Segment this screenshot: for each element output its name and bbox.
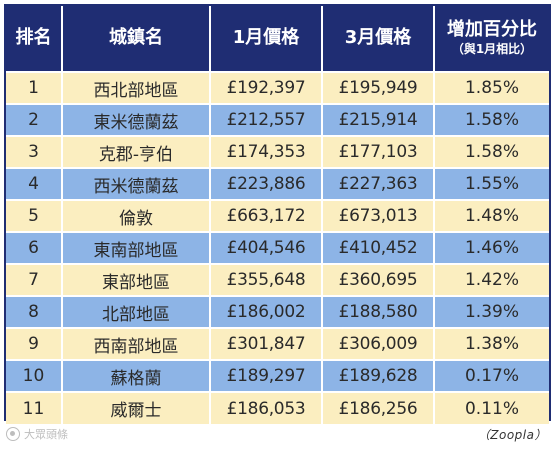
cell-jan-price: £189,297 bbox=[210, 359, 323, 392]
cell-jan-price: £404,546 bbox=[210, 231, 323, 264]
cell-mar-price: £673,013 bbox=[322, 199, 435, 232]
cell-increase: 1.58% bbox=[434, 135, 549, 168]
table-row: 10 蘇格蘭 £189,297 £189,628 0.17% bbox=[6, 359, 549, 392]
cell-mar-price: £410,452 bbox=[322, 231, 435, 264]
cell-region: 東米德蘭茲 bbox=[62, 103, 211, 136]
cell-jan-price: £186,002 bbox=[210, 295, 323, 328]
header-mar-price: 3月價格 bbox=[322, 6, 435, 72]
cell-rank: 5 bbox=[6, 199, 63, 232]
table-header-row: 排名 城鎮名 1月價格 3月價格 增加百分比 （與1月相比） bbox=[6, 6, 549, 72]
cell-mar-price: £360,695 bbox=[322, 263, 435, 296]
table-row: 7 東部地區 £355,648 £360,695 1.42% bbox=[6, 263, 549, 296]
table-row: 1 西北部地區 £192,397 £195,949 1.85% bbox=[6, 71, 549, 104]
cell-increase: 0.17% bbox=[434, 359, 549, 392]
cell-jan-price: £212,557 bbox=[210, 103, 323, 136]
cell-rank: 7 bbox=[6, 263, 63, 296]
cell-increase: 1.55% bbox=[434, 167, 549, 200]
cell-increase: 1.85% bbox=[434, 71, 549, 104]
watermark-logo-icon bbox=[6, 427, 20, 441]
cell-rank: 3 bbox=[6, 135, 63, 168]
header-jan-price: 1月價格 bbox=[210, 6, 323, 72]
cell-rank: 10 bbox=[6, 359, 63, 392]
cell-mar-price: £188,580 bbox=[322, 295, 435, 328]
cell-rank: 1 bbox=[6, 71, 63, 104]
header-increase-sublabel: （與1月相比） bbox=[451, 42, 533, 57]
cell-region: 西米德蘭茲 bbox=[62, 167, 211, 200]
cell-mar-price: £177,103 bbox=[322, 135, 435, 168]
table-row: 2 東米德蘭茲 £212,557 £215,914 1.58% bbox=[6, 103, 549, 136]
cell-jan-price: £223,886 bbox=[210, 167, 323, 200]
cell-region: 東部地區 bbox=[62, 263, 211, 296]
watermark-text: 大眾頭條 bbox=[24, 428, 68, 441]
cell-rank: 8 bbox=[6, 295, 63, 328]
table-row: 9 西南部地區 £301,847 £306,009 1.38% bbox=[6, 327, 549, 360]
cell-increase: 1.42% bbox=[434, 263, 549, 296]
cell-mar-price: £186,256 bbox=[322, 391, 435, 424]
table-row: 11 威爾士 £186,053 £186,256 0.11% bbox=[6, 391, 549, 424]
cell-jan-price: £663,172 bbox=[210, 199, 323, 232]
cell-mar-price: £195,949 bbox=[322, 71, 435, 104]
table-row: 4 西米德蘭茲 £223,886 £227,363 1.55% bbox=[6, 167, 549, 200]
cell-mar-price: £306,009 bbox=[322, 327, 435, 360]
watermark: 大眾頭條 bbox=[6, 426, 68, 442]
cell-jan-price: £192,397 bbox=[210, 71, 323, 104]
cell-mar-price: £215,914 bbox=[322, 103, 435, 136]
cell-mar-price: £189,628 bbox=[322, 359, 435, 392]
header-region: 城鎮名 bbox=[62, 6, 211, 72]
cell-rank: 6 bbox=[6, 231, 63, 264]
header-rank: 排名 bbox=[6, 6, 63, 72]
table-row: 8 北部地區 £186,002 £188,580 1.39% bbox=[6, 295, 549, 328]
cell-jan-price: £301,847 bbox=[210, 327, 323, 360]
cell-region: 西南部地區 bbox=[62, 327, 211, 360]
table-row: 3 克郡-亨伯 £174,353 £177,103 1.58% bbox=[6, 135, 549, 168]
source-credit: （Zoopla） bbox=[477, 428, 547, 442]
cell-increase: 1.48% bbox=[434, 199, 549, 232]
cell-rank: 9 bbox=[6, 327, 63, 360]
cell-rank: 4 bbox=[6, 167, 63, 200]
cell-region: 威爾士 bbox=[62, 391, 211, 424]
cell-rank: 2 bbox=[6, 103, 63, 136]
cell-region: 北部地區 bbox=[62, 295, 211, 328]
cell-jan-price: £174,353 bbox=[210, 135, 323, 168]
cell-rank: 11 bbox=[6, 391, 63, 424]
price-increase-table: 排名 城鎮名 1月價格 3月價格 增加百分比 （與1月相比） 1 西北部地區 £… bbox=[6, 6, 549, 424]
cell-increase: 1.58% bbox=[434, 103, 549, 136]
cell-region: 倫敦 bbox=[62, 199, 211, 232]
cell-jan-price: £186,053 bbox=[210, 391, 323, 424]
cell-jan-price: £355,648 bbox=[210, 263, 323, 296]
cell-region: 東南部地區 bbox=[62, 231, 211, 264]
cell-region: 西北部地區 bbox=[62, 71, 211, 104]
cell-increase: 1.46% bbox=[434, 231, 549, 264]
header-increase: 增加百分比 （與1月相比） bbox=[434, 6, 549, 72]
table-row: 5 倫敦 £663,172 £673,013 1.48% bbox=[6, 199, 549, 232]
cell-region: 克郡-亨伯 bbox=[62, 135, 211, 168]
cell-increase: 1.38% bbox=[434, 327, 549, 360]
cell-increase: 0.11% bbox=[434, 391, 549, 424]
header-increase-label: 增加百分比 bbox=[447, 18, 537, 40]
table-row: 6 東南部地區 £404,546 £410,452 1.46% bbox=[6, 231, 549, 264]
cell-mar-price: £227,363 bbox=[322, 167, 435, 200]
cell-increase: 1.39% bbox=[434, 295, 549, 328]
price-table-container: 排名 城鎮名 1月價格 3月價格 增加百分比 （與1月相比） 1 西北部地區 £… bbox=[4, 4, 551, 424]
cell-region: 蘇格蘭 bbox=[62, 359, 211, 392]
